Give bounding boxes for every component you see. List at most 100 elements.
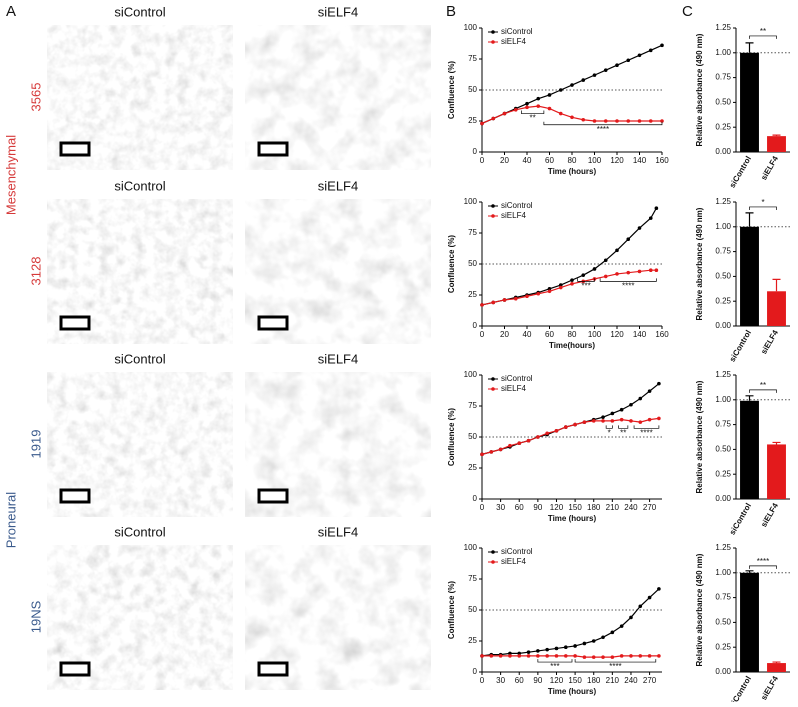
data-point: [480, 303, 484, 307]
data-point: [619, 624, 624, 628]
image-title: siELF4: [318, 351, 358, 366]
y-axis-label: Relative absorbance (490 nm): [695, 207, 704, 320]
data-point: [626, 270, 631, 275]
significance-label: **: [530, 114, 536, 123]
image-title: siELF4: [318, 178, 358, 193]
data-point: [603, 274, 608, 279]
data-point: [637, 119, 642, 123]
image-title: siControl: [114, 4, 165, 19]
data-point: [480, 654, 484, 658]
data-point: [638, 654, 643, 658]
data-point: [502, 111, 507, 116]
data-point: [619, 407, 624, 412]
data-point: [626, 119, 631, 123]
x-tick-label: 20: [500, 330, 509, 339]
y-tick-label: 0.75: [715, 247, 731, 256]
y-tick-label: 0.50: [715, 272, 731, 281]
data-point: [637, 269, 642, 274]
data-point: [626, 237, 631, 241]
x-tick-label: siELF4: [759, 501, 780, 529]
x-tick-label: 210: [606, 503, 620, 512]
significance-label: **: [760, 381, 766, 390]
x-tick-label: 60: [515, 676, 524, 685]
data-point: [601, 415, 605, 419]
group-label: Proneural: [3, 492, 18, 548]
x-tick-label: siControl: [728, 155, 753, 190]
significance-label: ****: [622, 281, 634, 290]
data-point: [498, 447, 503, 452]
y-tick-label: 1.00: [715, 222, 731, 231]
x-tick-label: 60: [515, 503, 524, 512]
y-tick-label: 1.00: [715, 568, 731, 577]
data-point: [563, 425, 568, 429]
series-line: [481, 588, 660, 657]
x-tick-label: siELF4: [759, 674, 780, 702]
legend-label: siControl: [501, 374, 533, 383]
x-tick-label: 140: [633, 330, 647, 339]
series-line: [481, 383, 660, 455]
legend-label: siControl: [501, 27, 533, 36]
x-tick-label: siControl: [728, 329, 753, 364]
data-point: [545, 431, 549, 436]
significance-label: **: [760, 27, 766, 36]
data-point: [545, 647, 549, 652]
y-tick-label: 50: [468, 432, 477, 441]
data-point: [526, 654, 531, 658]
scale-bar: [257, 315, 289, 331]
y-tick-label: 0.25: [715, 122, 731, 131]
x-tick-label: 100: [588, 330, 602, 339]
data-point: [657, 654, 661, 658]
x-tick-label: 30: [496, 503, 505, 512]
x-tick-label: 40: [523, 330, 532, 339]
significance-bracket: [605, 425, 613, 429]
x-tick-label: 240: [624, 503, 638, 512]
y-tick-label: 25: [468, 116, 477, 125]
bar: [740, 226, 759, 326]
data-point: [526, 438, 531, 443]
data-point: [638, 396, 643, 401]
y-tick-label: 0: [473, 667, 478, 676]
legend-label: siELF4: [501, 211, 526, 220]
x-tick-label: siControl: [728, 502, 753, 537]
data-point: [525, 105, 529, 110]
data-point: [657, 381, 661, 386]
data-point: [545, 654, 549, 658]
image-title: siELF4: [318, 524, 358, 539]
data-point: [648, 216, 653, 220]
x-tick-label: 0: [480, 330, 485, 339]
data-point: [513, 296, 518, 301]
x-tick-label: 60: [545, 330, 554, 339]
y-tick-label: 100: [464, 370, 478, 379]
bar: [740, 52, 759, 152]
y-tick-label: 0.75: [715, 593, 731, 602]
error-bar: [745, 570, 754, 573]
y-axis-label: Relative absorbance (490 nm): [695, 380, 704, 493]
legend-label: siELF4: [501, 557, 526, 566]
data-point: [629, 419, 633, 423]
x-tick-label: 120: [550, 503, 564, 512]
error-bar: [745, 395, 754, 401]
data-point: [629, 615, 633, 620]
x-axis-label: Time (hours): [548, 514, 597, 523]
x-tick-label: 90: [533, 503, 542, 512]
x-tick-label: 240: [624, 676, 638, 685]
data-point: [626, 58, 631, 63]
scale-bar: [59, 661, 91, 677]
image-title: siELF4: [318, 4, 358, 19]
data-point: [508, 651, 512, 656]
data-point: [603, 68, 608, 72]
data-point: [647, 389, 652, 393]
x-tick-label: 40: [523, 156, 532, 165]
data-point: [547, 93, 552, 97]
x-tick-label: siControl: [728, 675, 753, 702]
error-bar: [772, 134, 781, 137]
x-tick-label: 120: [610, 156, 624, 165]
x-tick-label: 270: [643, 503, 657, 512]
data-point: [547, 287, 552, 291]
data-point: [601, 419, 605, 423]
y-tick-label: 100: [464, 197, 478, 206]
bar: [740, 572, 759, 672]
scale-bar: [257, 661, 289, 677]
y-tick-label: 50: [468, 85, 477, 94]
data-point: [615, 248, 619, 253]
